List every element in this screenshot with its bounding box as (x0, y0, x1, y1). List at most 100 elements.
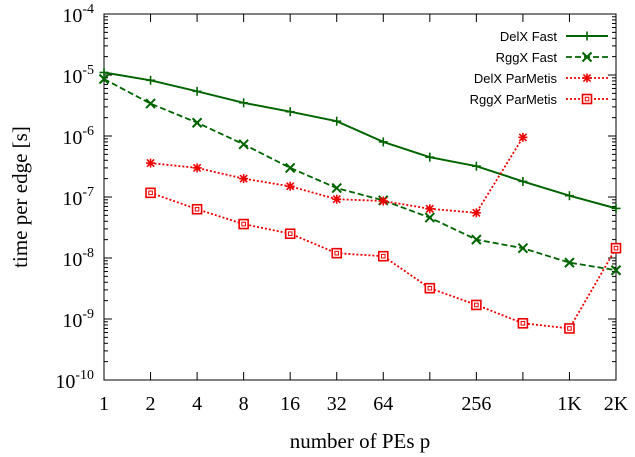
marker-stroke (191, 117, 203, 128)
x-axis-label: number of PEs p (290, 429, 431, 453)
marker-inner (334, 250, 340, 256)
legend-entry-1: DelX Fast (500, 29, 608, 44)
y-tick-label: 10-7 (62, 185, 94, 210)
marker-stroke (564, 257, 575, 268)
data-point (238, 139, 249, 150)
marker-stroke (610, 265, 622, 276)
marker-outer (424, 282, 436, 294)
legend-marker (582, 73, 592, 83)
data-point (424, 282, 436, 294)
legend-marker (582, 31, 592, 41)
marker-stroke (331, 182, 342, 194)
data-point (146, 158, 156, 168)
data-point (192, 86, 202, 96)
data-point (564, 191, 574, 201)
data-point (517, 242, 529, 254)
data-point (192, 163, 202, 173)
data-point (425, 152, 435, 162)
legend-entry-2: RggX Fast (496, 50, 608, 65)
data-point (331, 182, 342, 194)
marker-outer (564, 323, 575, 334)
marker-outer (471, 299, 482, 311)
x-tick-label: 2K (604, 393, 629, 415)
marker-inner (520, 321, 526, 326)
marker-outer (610, 242, 622, 254)
data-point (332, 116, 342, 126)
x-tick-label: 2 (146, 393, 156, 415)
marker-inner (148, 190, 153, 196)
marker-stroke (472, 208, 481, 218)
marker-outer (284, 228, 296, 240)
marker-stroke (424, 212, 436, 223)
marker-stroke (284, 162, 296, 174)
data-point (145, 187, 156, 199)
data-point (471, 161, 481, 171)
series-1 (99, 67, 621, 213)
marker-outer (331, 247, 343, 259)
marker-inner (567, 326, 572, 331)
legend-entry-3: DelX ParMetis (474, 71, 608, 86)
data-point (518, 132, 528, 142)
axis-ticks (103, 13, 617, 381)
data-point (98, 73, 110, 85)
data-point (284, 228, 296, 240)
data-point (285, 181, 295, 191)
y-axis-label: time per edge [s] (8, 126, 32, 268)
data-point (471, 208, 481, 218)
x-tick-label: 1K (557, 393, 582, 415)
series-line (103, 78, 617, 272)
x-tick-label: 256 (461, 393, 491, 415)
marker-inner (287, 231, 293, 237)
data-point (145, 98, 156, 109)
marker-stroke (286, 182, 295, 191)
x-tick-label: 16 (280, 393, 300, 415)
data-point (377, 250, 389, 262)
marker-stroke (145, 98, 156, 109)
x-tick-label: 1 (99, 393, 109, 415)
series-2 (98, 73, 622, 276)
data-point (517, 318, 529, 329)
data-point (239, 174, 249, 184)
marker-outer (238, 218, 249, 230)
y-tick-label: 10-10 (55, 368, 94, 393)
marker-outer (517, 318, 529, 329)
marker-stroke (238, 139, 249, 150)
marker-stroke (379, 196, 388, 206)
data-point (191, 117, 203, 128)
marker-stroke (581, 51, 593, 63)
data-point (425, 204, 435, 214)
marker-outer (191, 203, 203, 215)
marker-inner (241, 221, 246, 227)
legend-marker (581, 51, 593, 63)
marker-stroke (582, 73, 592, 83)
data-point (424, 212, 436, 223)
series-4 (145, 187, 622, 334)
data-point (285, 107, 295, 117)
marker-stroke (425, 204, 434, 213)
data-point (378, 196, 388, 206)
y-tick-label: 10-9 (62, 307, 94, 332)
marker-stroke (471, 234, 482, 245)
x-tick-label: 64 (373, 393, 393, 415)
marker-stroke (146, 158, 155, 168)
marker-inner (584, 96, 590, 102)
plot-frame (103, 13, 617, 381)
data-point (610, 265, 622, 276)
marker-stroke (239, 174, 248, 183)
marker-inner (474, 302, 479, 308)
legend-marker (581, 93, 593, 105)
legend-label: RggX ParMetis (470, 92, 558, 107)
marker-outer (581, 93, 593, 105)
data-point (146, 75, 156, 85)
data-point (518, 176, 528, 186)
legend-label: DelX Fast (500, 29, 557, 44)
marker-stroke (192, 163, 202, 173)
marker-stroke (332, 195, 341, 204)
marker-stroke (517, 242, 529, 254)
legend-label: DelX ParMetis (474, 71, 558, 86)
data-point (471, 299, 482, 311)
marker-inner (427, 285, 433, 291)
marker-inner (194, 206, 200, 212)
series-3 (146, 132, 528, 218)
